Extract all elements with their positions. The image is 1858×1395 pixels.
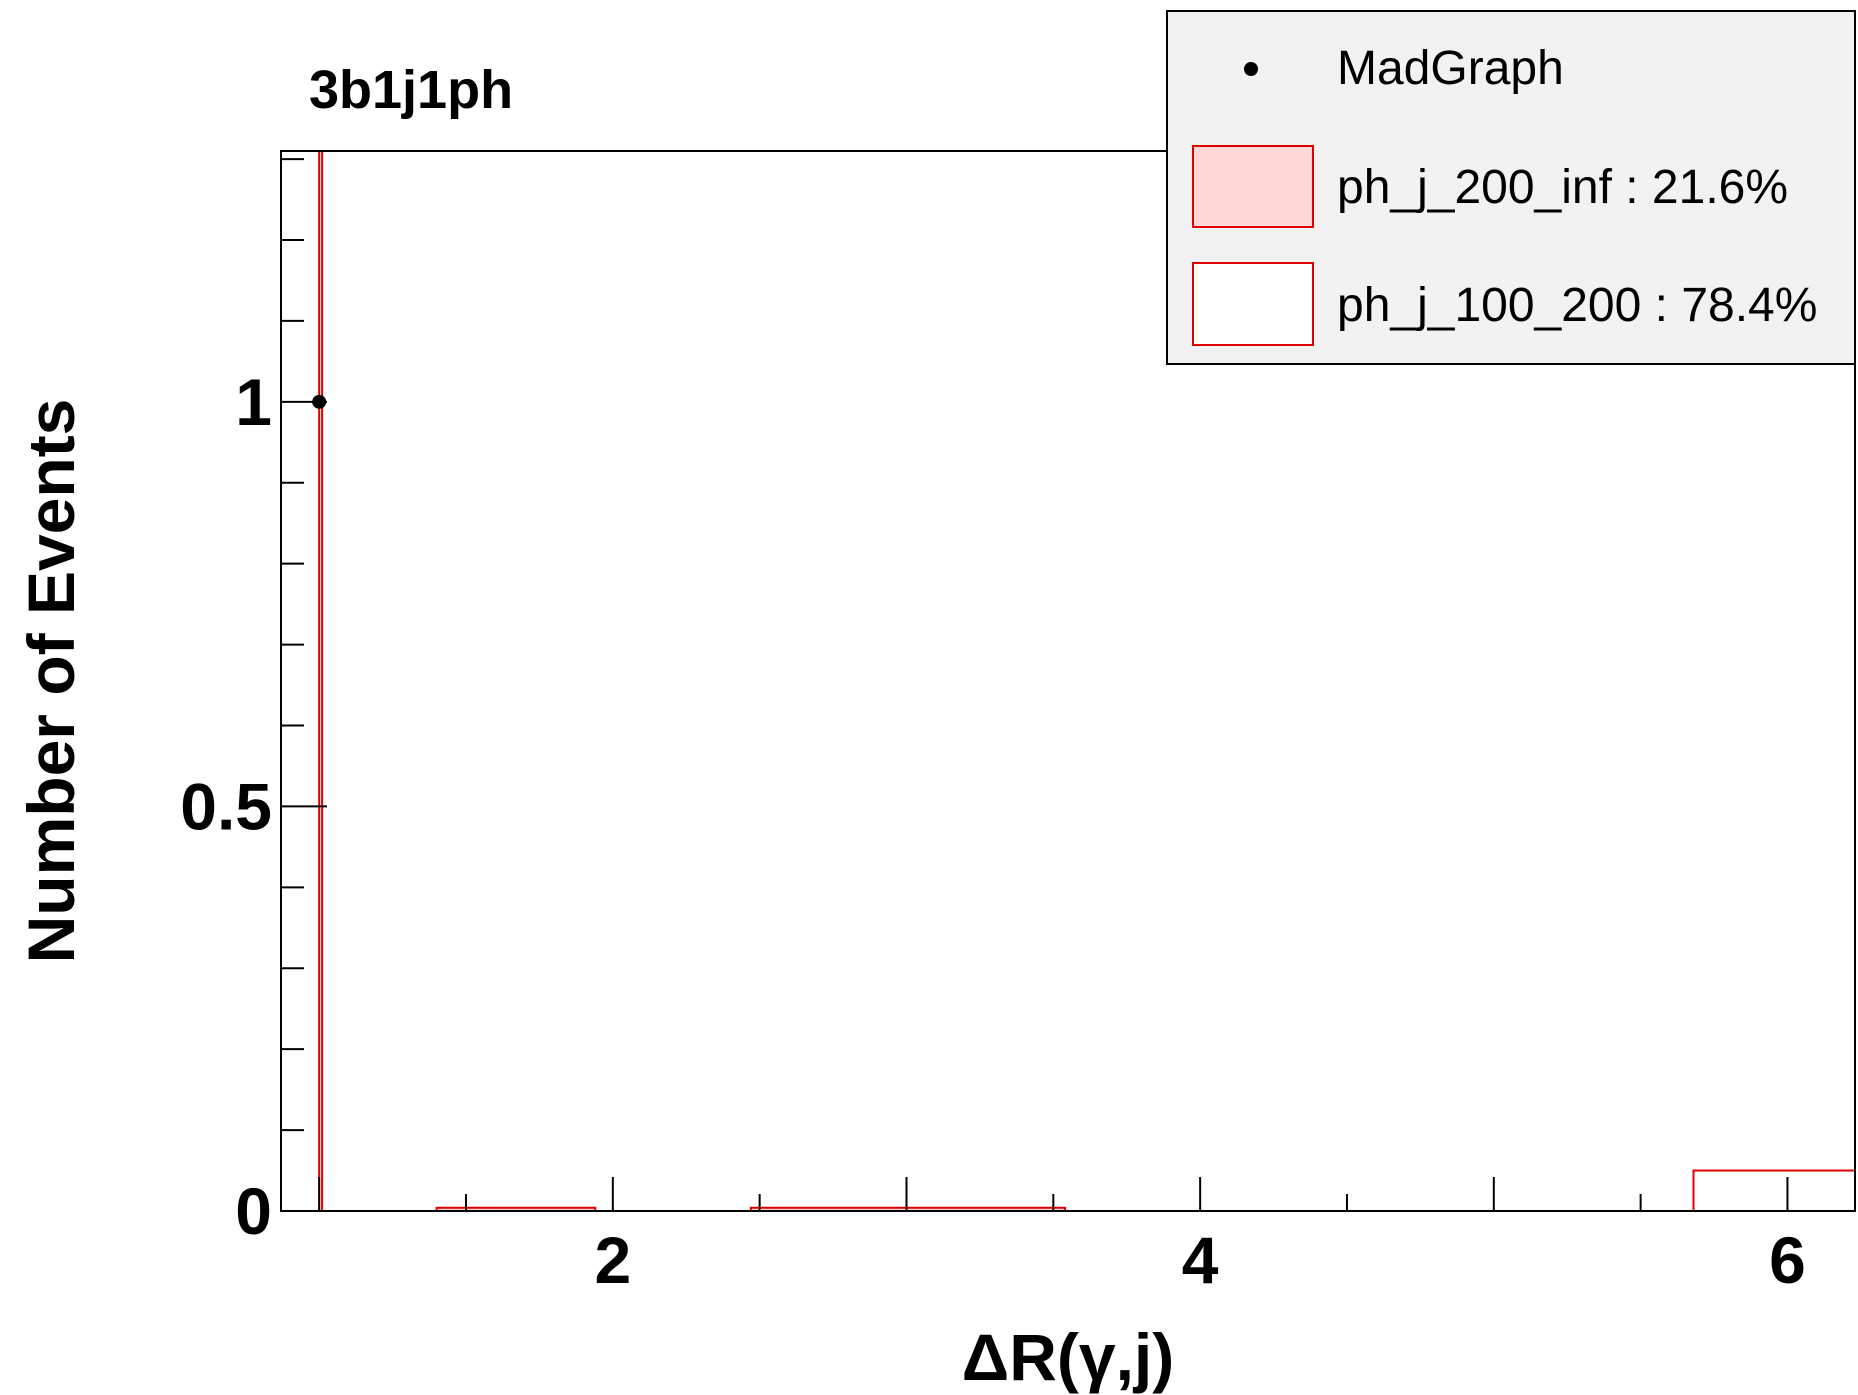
- x-axis-label: ΔR(γ,j): [962, 1320, 1174, 1394]
- data-point-madgraph-0: [312, 394, 327, 409]
- legend-marker-open-box: [1192, 262, 1314, 346]
- y-tick-label-1: 0.5: [180, 769, 272, 843]
- x-tick-label-0: 2: [594, 1223, 631, 1297]
- y-axis-label: Number of Events: [14, 399, 88, 964]
- y-tick-label-2: 1: [235, 365, 272, 439]
- legend-label-ph-j-100-200: ph_j_100_200 : 78.4%: [1337, 279, 1817, 332]
- axis-ticks: [281, 158, 1855, 1212]
- chart-title: 3b1j1ph: [309, 60, 513, 120]
- legend-label-ph-j-200-inf: ph_j_200_inf : 21.6%: [1337, 161, 1788, 214]
- marker-layer: [312, 394, 327, 409]
- legend-label-madgraph: MadGraph: [1337, 42, 1564, 95]
- legend-marker-filled-box: [1192, 145, 1314, 228]
- y-tick-label-0: 0: [235, 1174, 272, 1248]
- legend: MadGraph ph_j_200_inf : 21.6% ph_j_100_2…: [1166, 10, 1856, 365]
- tick-labels: 2 4 6 0 0.5 1: [180, 365, 1806, 1297]
- x-tick-label-2: 6: [1769, 1223, 1806, 1297]
- legend-marker-dot: [1244, 62, 1258, 76]
- x-tick-label-1: 4: [1182, 1223, 1219, 1297]
